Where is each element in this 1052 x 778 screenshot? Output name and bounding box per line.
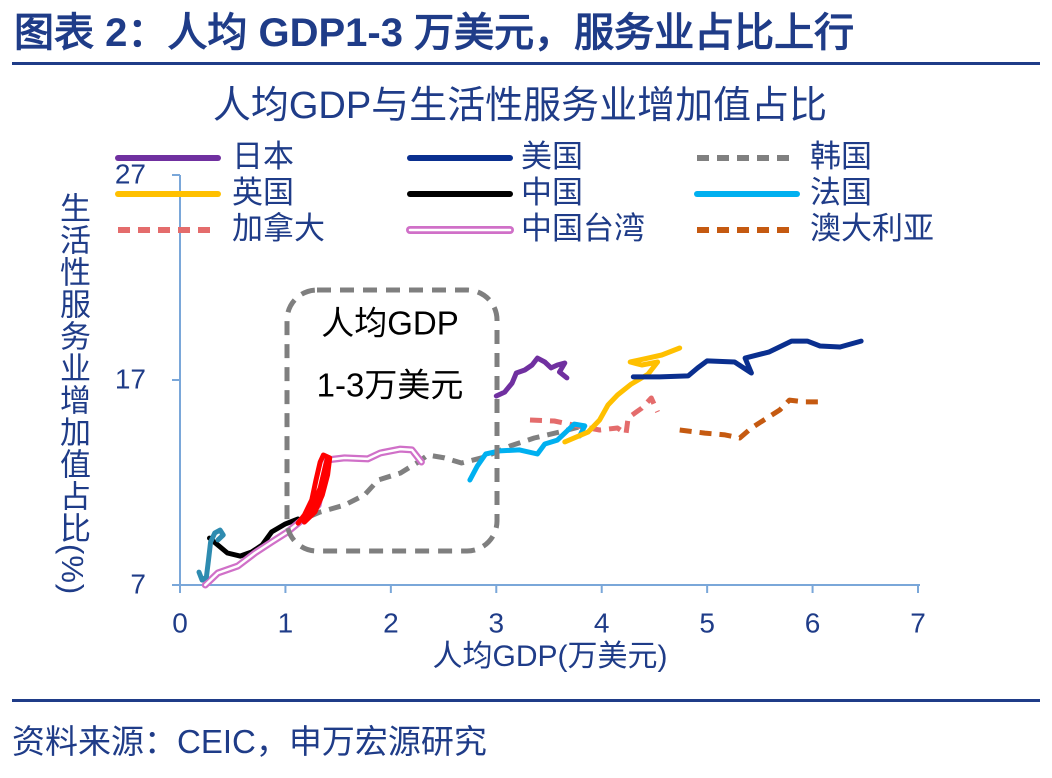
- x-tick-label-1: 1: [278, 607, 294, 638]
- legend-label-france: 法国: [810, 175, 872, 210]
- series-line-usa: [630, 338, 864, 380]
- x-tick-label-4: 4: [594, 607, 610, 638]
- legend-label-taiwan: 中国台湾: [521, 211, 645, 246]
- annotation-line-2: 1-3万美元: [317, 367, 464, 404]
- legend-label-canada: 加拿大: [232, 211, 325, 246]
- series-line-unlabeled-red: [295, 452, 333, 526]
- legend-label-japan: 日本: [232, 139, 294, 174]
- y-axis-ticks: 7 17 27: [115, 158, 180, 599]
- legend-item-canada: 加拿大: [118, 211, 325, 246]
- x-tick-label-5: 5: [699, 607, 715, 638]
- legend-item-australia: 澳大利亚: [697, 211, 934, 246]
- x-tick-label-3: 3: [488, 607, 504, 638]
- legend-item-france: 法国: [694, 175, 872, 210]
- legend-label-uk: 英国: [232, 175, 294, 210]
- legend-item-taiwan: 中国台湾: [406, 211, 645, 246]
- legend-label-korea: 韩国: [810, 139, 872, 174]
- y-tick-label-17: 17: [115, 363, 146, 394]
- legend-label-china: 中国: [521, 175, 583, 210]
- series-layer: [196, 338, 864, 589]
- x-axis-label: 人均GDP(万美元): [433, 640, 668, 673]
- legend-label-australia: 澳大利亚: [810, 211, 934, 246]
- legend-item-korea: 韩国: [697, 139, 872, 174]
- x-tick-label-0: 0: [172, 607, 188, 638]
- series-line-unlabeled-teal: [196, 527, 226, 583]
- x-tick-label-2: 2: [383, 607, 399, 638]
- header-divider: [12, 62, 1040, 65]
- figure-header-title: 图表 2：人均 GDP1-3 万美元，服务业占比上行: [14, 11, 855, 55]
- annotation-line-1: 人均GDP: [321, 305, 459, 342]
- x-axis-ticks: 0 1 2 3 4 5 6 7: [172, 585, 926, 638]
- chart-title: 人均GDP与生活性服务业增加值占比: [213, 85, 827, 127]
- y-tick-label-27: 27: [115, 158, 146, 189]
- series-line-korea: [290, 424, 581, 527]
- series-line-uk: [562, 345, 683, 445]
- annotation-box: [284, 287, 500, 554]
- annotation: 人均GDP 1-3万美元: [284, 287, 500, 554]
- source-note: 资料来源：CEIC，申万宏源研究: [12, 723, 487, 760]
- x-tick-label-7: 7: [910, 607, 926, 638]
- series-line-japan: [493, 355, 570, 399]
- x-tick-label-6: 6: [805, 607, 821, 638]
- legend-item-japan: 日本: [115, 139, 294, 174]
- series-line-australia: [679, 397, 823, 441]
- y-tick-label-7: 7: [130, 568, 146, 599]
- legend-item-uk: 英国: [115, 175, 294, 210]
- legend-item-china: 中国: [407, 175, 583, 210]
- legend-label-usa: 美国: [521, 139, 583, 174]
- y-axis-label: 生活性服务业增加值占比(%): [55, 192, 90, 596]
- series-line-france: [467, 421, 588, 483]
- footer-divider: [12, 699, 1040, 702]
- legend-item-usa: 美国: [407, 139, 583, 174]
